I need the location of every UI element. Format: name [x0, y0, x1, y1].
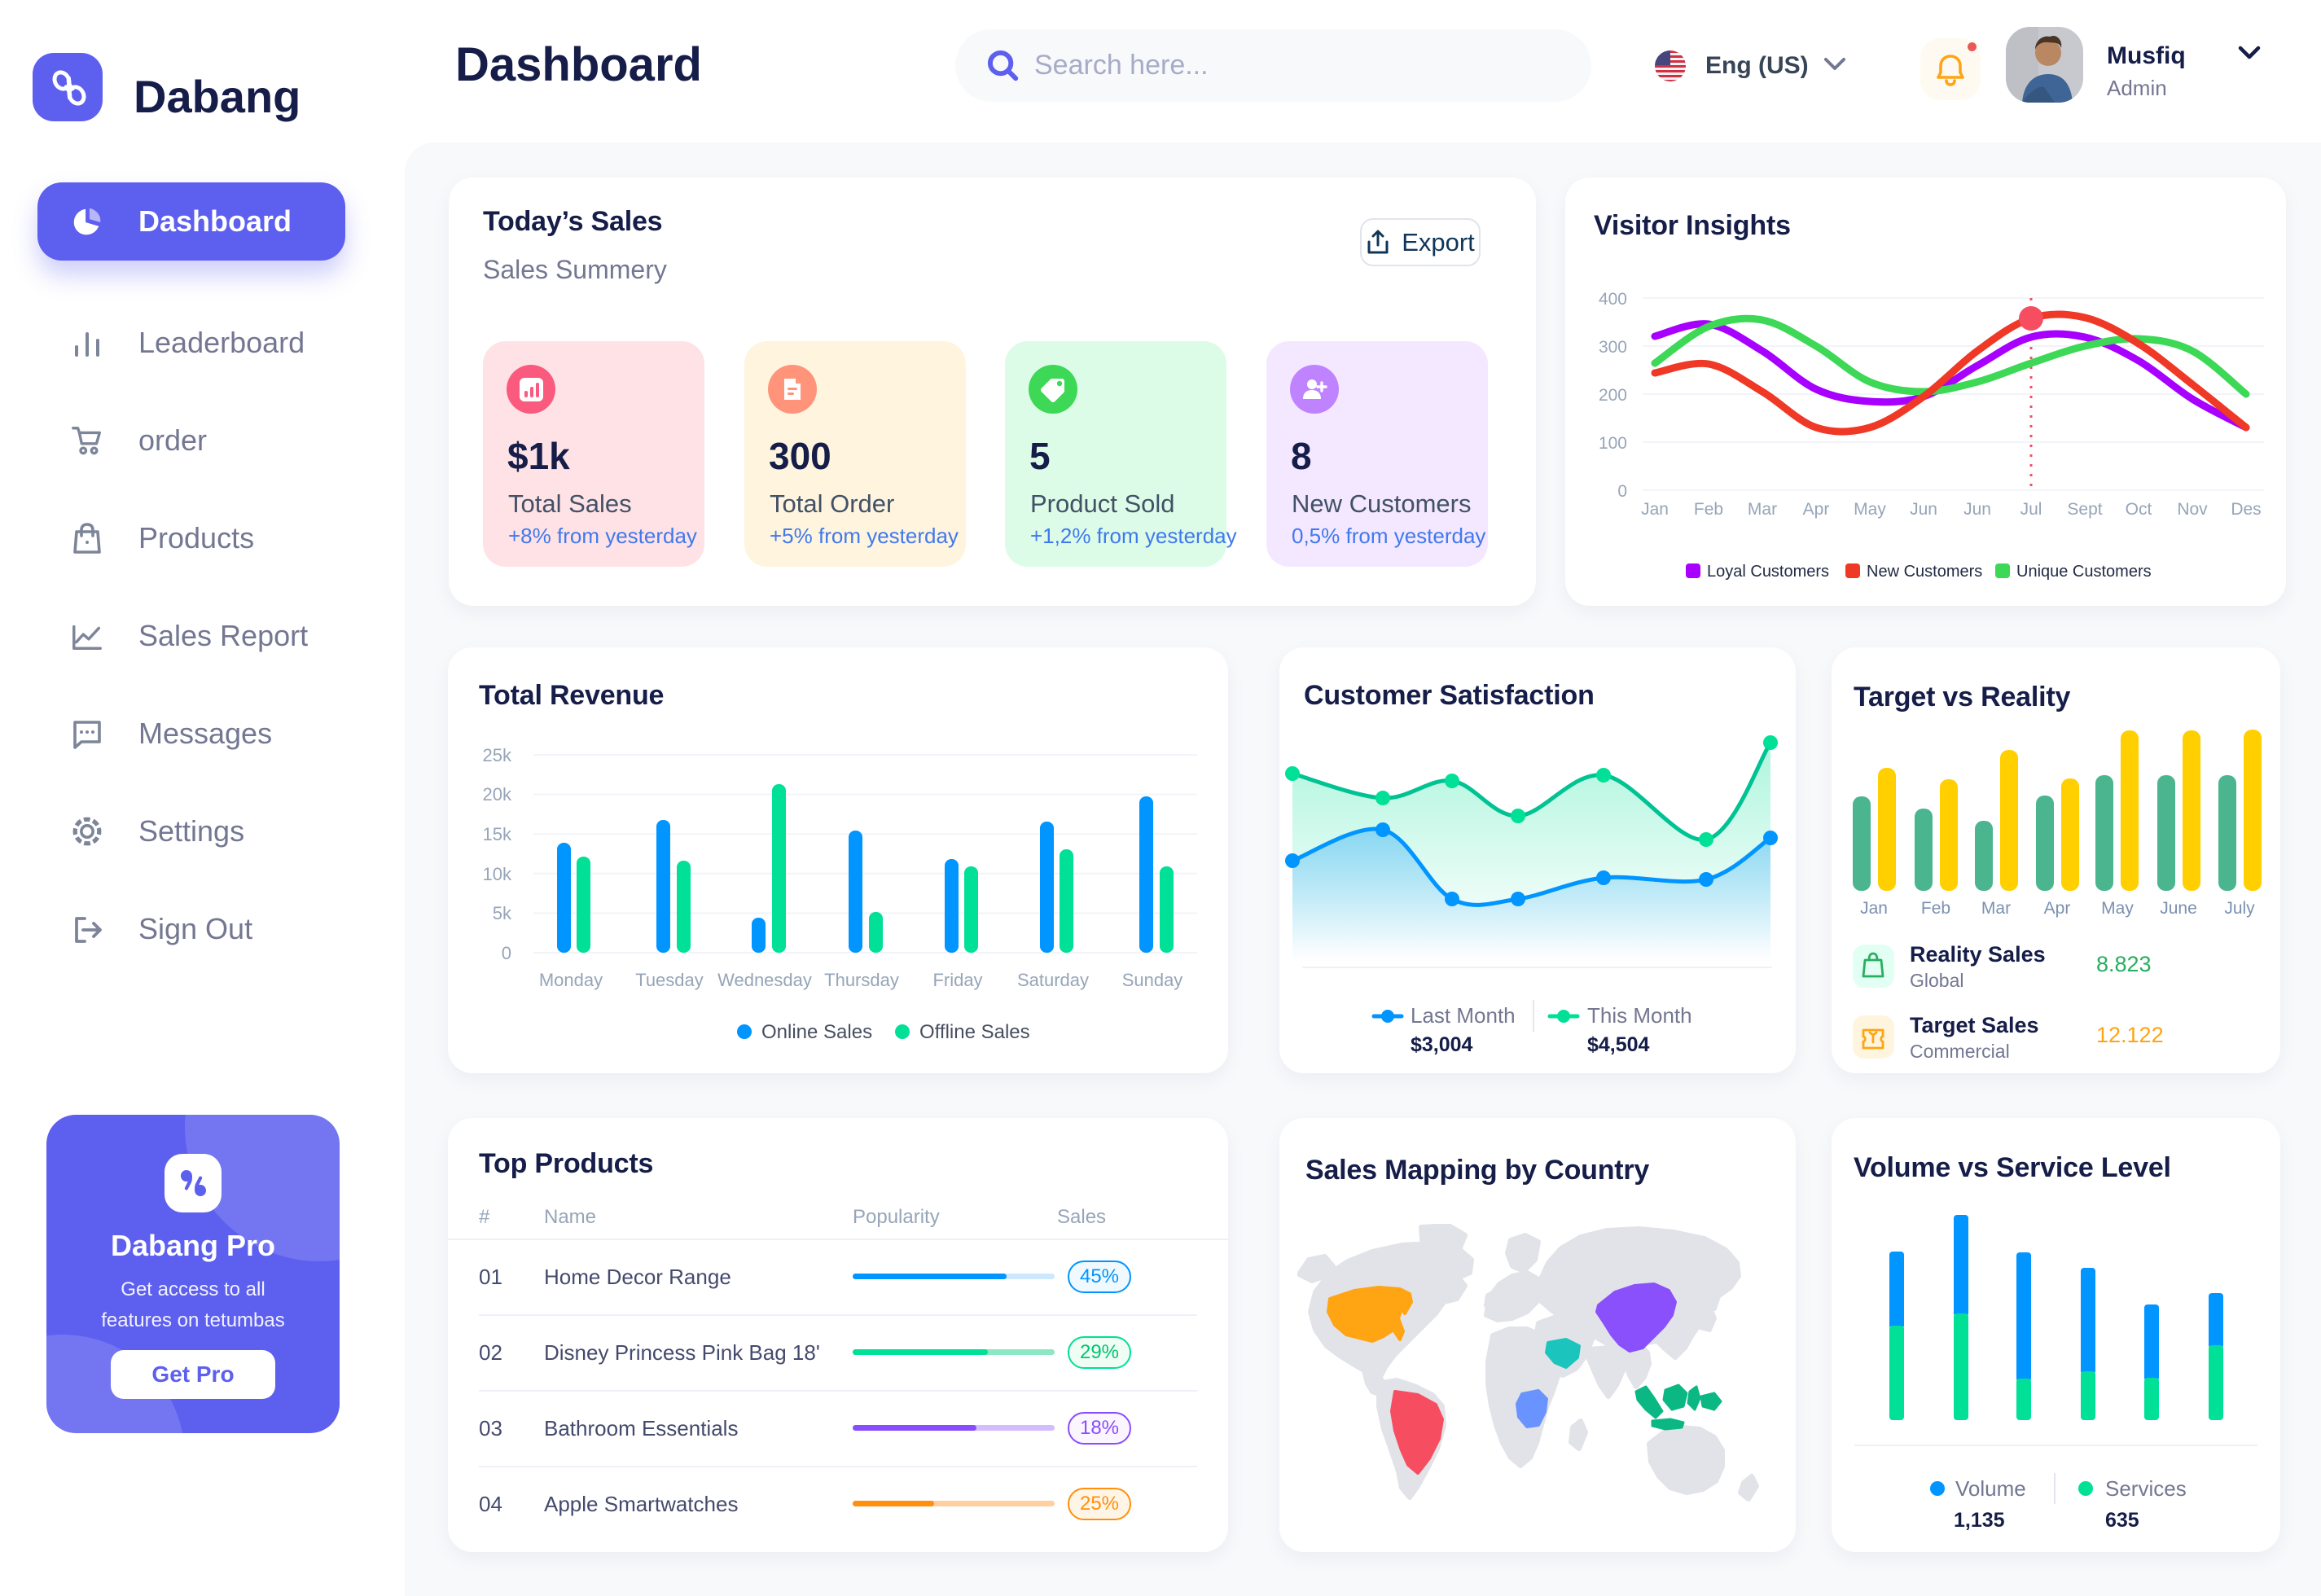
svg-text:Tuesday: Tuesday — [635, 970, 704, 990]
svg-text:Jun: Jun — [1963, 500, 1991, 519]
svg-text:Thursday: Thursday — [824, 970, 899, 990]
svg-text:Reality Sales: Reality Sales — [1910, 942, 2046, 967]
svg-text:Commercial: Commercial — [1910, 1041, 2010, 1062]
svg-text:20k: 20k — [483, 784, 512, 805]
svg-text:10k: 10k — [483, 864, 512, 884]
svg-text:Volume: Volume — [1955, 1476, 2026, 1501]
svg-text:0: 0 — [1617, 482, 1627, 501]
svg-text:12.122: 12.122 — [2096, 1023, 2164, 1047]
svg-text:Offline Sales: Offline Sales — [919, 1021, 1030, 1043]
svg-text:New Customers: New Customers — [1867, 563, 1982, 581]
svg-text:Jan: Jan — [1641, 500, 1669, 519]
svg-text:0: 0 — [502, 943, 511, 963]
svg-text:400: 400 — [1599, 290, 1627, 309]
svg-text:Mar: Mar — [1748, 500, 1777, 519]
svg-text:Sept: Sept — [2067, 500, 2102, 519]
svg-text:Last Month: Last Month — [1411, 1003, 1516, 1028]
svg-text:Unique Customers: Unique Customers — [2016, 563, 2152, 581]
svg-text:Mar: Mar — [1981, 899, 2011, 918]
svg-text:Apr: Apr — [2044, 899, 2071, 918]
svg-text:15k: 15k — [483, 824, 512, 844]
svg-text:Monday: Monday — [539, 970, 603, 990]
svg-text:Jun: Jun — [1910, 500, 1937, 519]
svg-text:Wednesday: Wednesday — [717, 970, 812, 990]
svg-text:$3,004: $3,004 — [1411, 1033, 1473, 1056]
svg-text:635: 635 — [2105, 1509, 2139, 1532]
svg-text:July: July — [2224, 899, 2255, 918]
svg-text:Friday: Friday — [932, 970, 982, 990]
svg-text:Global: Global — [1910, 970, 1963, 991]
svg-text:Apr: Apr — [1803, 500, 1830, 519]
svg-text:Services: Services — [2105, 1476, 2187, 1501]
svg-text:Feb: Feb — [1921, 899, 1950, 918]
svg-text:Jul: Jul — [2020, 500, 2042, 519]
svg-text:Sunday: Sunday — [1122, 970, 1183, 990]
svg-text:$4,504: $4,504 — [1587, 1033, 1650, 1056]
svg-text:300: 300 — [1599, 338, 1627, 357]
svg-text:8.823: 8.823 — [2096, 952, 2152, 976]
svg-text:June: June — [2160, 899, 2197, 918]
svg-text:Nov: Nov — [2177, 500, 2208, 519]
svg-text:100: 100 — [1599, 434, 1627, 453]
svg-text:Feb: Feb — [1694, 500, 1723, 519]
svg-text:Loyal Customers: Loyal Customers — [1707, 563, 1829, 581]
svg-text:25k: 25k — [483, 745, 512, 765]
svg-text:Jan: Jan — [1860, 899, 1888, 918]
svg-text:Online Sales: Online Sales — [761, 1021, 872, 1043]
svg-text:This Month: This Month — [1587, 1003, 1692, 1028]
svg-text:200: 200 — [1599, 386, 1627, 405]
svg-text:Target Sales: Target Sales — [1910, 1013, 2039, 1037]
svg-text:5k: 5k — [493, 903, 512, 923]
svg-text:Des: Des — [2231, 500, 2261, 519]
svg-text:May: May — [2101, 899, 2134, 918]
svg-text:May: May — [1854, 500, 1886, 519]
svg-text:Oct: Oct — [2126, 500, 2152, 519]
svg-text:Saturday: Saturday — [1017, 970, 1089, 990]
svg-text:1,135: 1,135 — [1954, 1509, 2005, 1532]
